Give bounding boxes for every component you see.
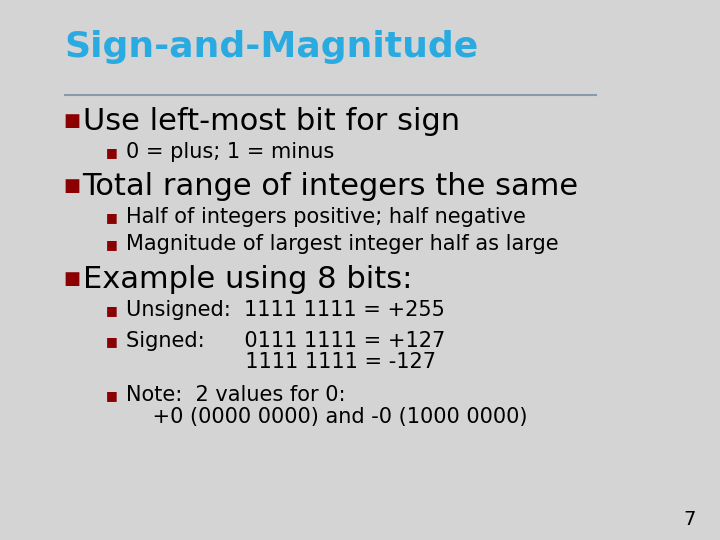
Text: ■: ■ [107, 389, 118, 402]
Text: ■: ■ [107, 146, 118, 159]
Text: 7: 7 [684, 510, 696, 529]
Text: ■: ■ [63, 112, 80, 131]
Text: ■: ■ [63, 270, 80, 288]
Text: ■: ■ [63, 177, 80, 195]
Text: Half of integers positive; half negative: Half of integers positive; half negative [125, 207, 526, 227]
Text: +0 (0000 0000) and -0 (1000 0000): +0 (0000 0000) and -0 (1000 0000) [125, 407, 527, 427]
Text: Sign-and-Magnitude: Sign-and-Magnitude [65, 30, 479, 64]
Text: ■: ■ [107, 304, 118, 317]
Text: ■: ■ [107, 211, 118, 224]
Text: Note:  2 values for 0:: Note: 2 values for 0: [125, 385, 345, 406]
Text: Use left-most bit for sign: Use left-most bit for sign [83, 107, 459, 136]
Text: Total range of integers the same: Total range of integers the same [83, 172, 579, 201]
Text: ■: ■ [107, 335, 118, 348]
Text: Signed:      0111 1111 = +127: Signed: 0111 1111 = +127 [125, 331, 445, 352]
Text: 1111 1111 = -127: 1111 1111 = -127 [125, 352, 436, 372]
Text: ■: ■ [107, 238, 118, 251]
Text: Example using 8 bits:: Example using 8 bits: [83, 265, 412, 294]
Text: 0 = plus; 1 = minus: 0 = plus; 1 = minus [125, 142, 334, 163]
Text: Magnitude of largest integer half as large: Magnitude of largest integer half as lar… [125, 234, 558, 254]
Text: Unsigned:  1111 1111 = +255: Unsigned: 1111 1111 = +255 [125, 300, 444, 321]
